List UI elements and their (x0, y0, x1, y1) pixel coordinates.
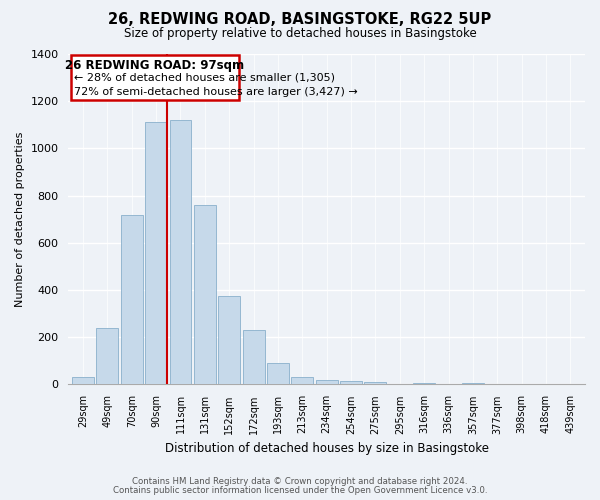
Bar (71, 55, 239, 100)
Bar (292, 378, 313, 384)
Text: Contains HM Land Registry data © Crown copyright and database right 2024.: Contains HM Land Registry data © Crown c… (132, 477, 468, 486)
Bar (170, 120, 191, 384)
Bar (121, 214, 143, 384)
Y-axis label: Number of detached properties: Number of detached properties (15, 132, 25, 307)
Text: 26, REDWING ROAD, BASINGSTOKE, RG22 5UP: 26, REDWING ROAD, BASINGSTOKE, RG22 5UP (109, 12, 491, 28)
Text: Contains public sector information licensed under the Open Government Licence v3: Contains public sector information licen… (113, 486, 487, 495)
Text: 72% of semi-detached houses are larger (3,427) →: 72% of semi-detached houses are larger (… (74, 86, 358, 97)
Bar (267, 363, 289, 384)
Text: Size of property relative to detached houses in Basingstoke: Size of property relative to detached ho… (124, 28, 476, 40)
Bar (97, 328, 118, 384)
Bar (316, 380, 338, 384)
Bar (145, 122, 167, 384)
Bar (242, 330, 265, 384)
Bar (364, 382, 386, 384)
X-axis label: Distribution of detached houses by size in Basingstoke: Distribution of detached houses by size … (165, 442, 489, 455)
Bar (72, 378, 94, 384)
Bar (218, 296, 240, 384)
Text: 26 REDWING ROAD: 97sqm: 26 REDWING ROAD: 97sqm (65, 58, 244, 71)
Text: ← 28% of detached houses are smaller (1,305): ← 28% of detached houses are smaller (1,… (74, 72, 335, 82)
Bar (194, 205, 216, 384)
Bar (340, 381, 362, 384)
